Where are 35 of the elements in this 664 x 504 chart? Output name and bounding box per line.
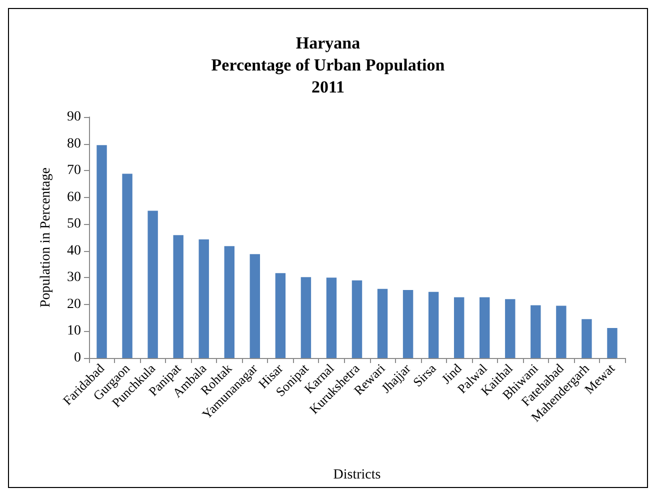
bar bbox=[96, 145, 107, 358]
bar bbox=[148, 210, 158, 358]
bar bbox=[607, 328, 618, 358]
bar bbox=[505, 299, 516, 358]
y-tick-label: 40 bbox=[67, 243, 81, 258]
bar bbox=[377, 288, 388, 358]
bar bbox=[326, 278, 337, 358]
y-tick-label: 80 bbox=[67, 136, 81, 152]
bar bbox=[480, 297, 490, 358]
y-tick-label: 60 bbox=[67, 190, 81, 205]
x-tick-label: Sirsa bbox=[410, 360, 440, 390]
bar bbox=[250, 254, 260, 358]
y-tick-label: 50 bbox=[67, 216, 81, 232]
bar bbox=[275, 273, 286, 358]
y-tick-label: 20 bbox=[67, 296, 81, 312]
bar bbox=[173, 235, 184, 358]
y-tick-label: 10 bbox=[67, 324, 81, 339]
y-tick-label: 90 bbox=[67, 110, 81, 124]
chart-title: Haryana Percentage of Urban Population 2011 bbox=[211, 34, 446, 96]
bar bbox=[454, 297, 464, 358]
bar bbox=[530, 305, 541, 358]
y-tick-label: 30 bbox=[67, 270, 81, 286]
bar bbox=[402, 290, 414, 358]
bar bbox=[352, 280, 362, 358]
y-axis-title: Population in Percentage bbox=[38, 168, 54, 308]
bar bbox=[122, 174, 132, 358]
y-tick-label: 70 bbox=[67, 163, 81, 178]
bar bbox=[556, 306, 566, 358]
bar bbox=[224, 246, 234, 358]
bar bbox=[428, 292, 439, 358]
bar bbox=[300, 277, 312, 358]
x-axis-title: Districts bbox=[333, 468, 381, 482]
bar bbox=[582, 319, 592, 358]
bar bbox=[198, 239, 209, 358]
y-tick-label: 0 bbox=[74, 350, 81, 366]
